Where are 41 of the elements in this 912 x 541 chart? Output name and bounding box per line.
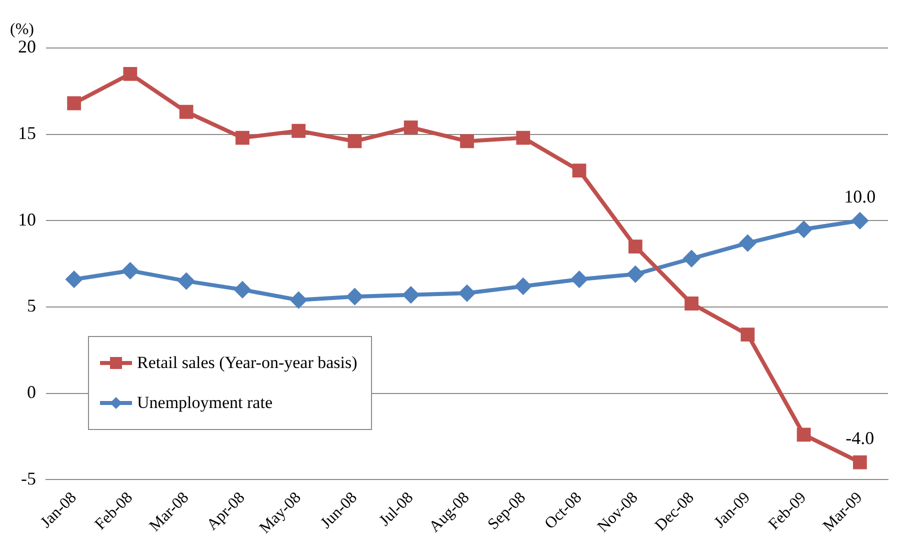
point [122,262,138,279]
y-tick-label: 5 [27,296,36,316]
y-axis-title: (%) [10,21,34,38]
point [796,428,811,442]
data-label: 10.0 [844,186,876,206]
point [290,292,307,308]
y-tick-label: -5 [21,468,36,488]
point [346,288,363,305]
point [179,104,194,119]
legend-label: Retail sales (Year-on-year basis) [137,353,358,373]
point [404,120,418,134]
y-tick-label: 0 [27,382,36,402]
point [460,134,474,148]
point [684,250,700,267]
y-tick-label: 15 [18,123,36,144]
point [236,130,250,145]
point [516,130,530,145]
point [348,134,362,148]
point [66,271,82,288]
point [740,235,756,252]
point [628,240,642,254]
point [402,286,419,303]
point [852,212,868,229]
point [852,455,867,470]
point [627,266,644,282]
legend-label: Unemployment rate [137,393,272,413]
point [459,285,475,302]
point [740,328,755,342]
point [571,271,588,288]
point [234,282,250,298]
point [292,124,306,138]
point [572,164,586,178]
point [67,96,82,110]
data-label: -4.0 [846,428,874,448]
y-tick-label: 20 [18,36,36,57]
point [515,278,532,294]
point [796,221,812,238]
point [123,66,138,81]
point [178,273,194,290]
y-tick-label: 10 [18,209,36,230]
point [684,296,698,310]
